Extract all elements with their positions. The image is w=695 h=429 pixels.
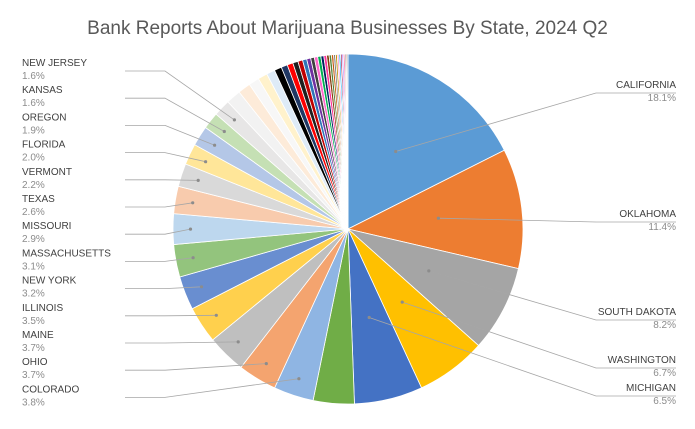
label-colorado: COLORADO <box>22 384 79 395</box>
leader-dot-florida <box>204 160 208 164</box>
leader-dot-oregon <box>213 143 217 147</box>
leader-line-washington <box>402 301 676 369</box>
leader-dot-texas <box>191 201 195 205</box>
leader-dot-ohio <box>264 362 268 366</box>
leader-dot-new-jersey <box>232 118 236 122</box>
leader-line-new-york <box>125 286 202 290</box>
slices-layer <box>172 53 524 405</box>
value-label-oregon: 1.9% <box>22 125 45 136</box>
leader-dot-california <box>394 149 398 154</box>
slice-california <box>347 53 505 230</box>
value-label-colorado: 3.8% <box>22 397 45 408</box>
value-label-florida: 2.0% <box>22 153 45 164</box>
value-label-maine: 3.7% <box>22 343 45 354</box>
leader-line-massachusetts <box>125 257 194 262</box>
leader-dot-washington <box>400 300 404 304</box>
label-oregon: OREGON <box>22 112 66 123</box>
value-label-new-york: 3.2% <box>22 289 45 300</box>
leader-line-california <box>395 92 676 152</box>
value-label-california: 18.1% <box>648 93 676 104</box>
label-texas: TEXAS <box>22 194 55 205</box>
leader-line-oklahoma <box>438 217 676 223</box>
leader-line-florida <box>125 152 206 163</box>
leader-line-south-dakota <box>428 270 676 321</box>
value-label-vermont: 2.2% <box>22 180 45 191</box>
label-south-dakota: SOUTH DAKOTA <box>598 307 676 318</box>
leader-dot-missouri <box>188 227 193 231</box>
value-label-massachusetts: 3.1% <box>22 261 45 272</box>
label-massachusetts: MASSACHUSETTS <box>22 248 111 259</box>
leader-line-texas <box>125 202 193 208</box>
leader-lines-layer <box>125 70 676 398</box>
leader-line-ohio <box>125 363 267 371</box>
leader-line-michigan <box>369 317 676 397</box>
label-new-york: NEW YORK <box>22 276 77 287</box>
label-kansas: KANSAS <box>22 85 63 96</box>
label-ohio: OHIO <box>22 357 48 368</box>
value-label-ohio: 3.7% <box>22 370 45 381</box>
value-label-south-dakota: 8.2% <box>653 320 676 331</box>
leader-dot-massachusetts <box>191 256 195 260</box>
label-new-jersey: NEW JERSEY <box>22 58 87 69</box>
value-label-michigan: 6.5% <box>653 396 676 407</box>
leader-dot-vermont <box>196 178 200 182</box>
leader-dot-kansas <box>222 129 226 134</box>
leader-line-illinois <box>125 314 217 317</box>
leader-dot-oklahoma <box>436 216 440 220</box>
leader-dot-colorado <box>297 377 301 381</box>
leader-line-missouri <box>125 228 191 235</box>
leader-line-colorado <box>125 378 299 398</box>
value-label-kansas: 1.6% <box>22 98 45 109</box>
label-maine: MAINE <box>22 330 54 341</box>
label-florida: FLORIDA <box>22 140 66 151</box>
labels-layer: CALIFORNIA 18.1% OKLAHOMA 11.4% SOUTH DAKOTA… <box>22 58 676 408</box>
value-label-illinois: 3.5% <box>22 316 45 327</box>
leader-dot-new-york <box>199 285 204 289</box>
value-label-texas: 2.6% <box>22 207 45 218</box>
label-missouri: MISSOURI <box>22 221 71 232</box>
chart-title: Bank Reports About Marijuana Businesses … <box>87 18 608 39</box>
leader-dot-south-dakota <box>427 269 431 273</box>
label-oklahoma: OKLAHOMA <box>619 209 676 220</box>
label-california: CALIFORNIA <box>616 80 676 91</box>
leader-line-vermont <box>125 179 199 181</box>
leader-dot-maine <box>236 340 240 344</box>
leader-line-oregon <box>125 125 215 146</box>
value-label-new-jersey: 1.6% <box>22 71 45 82</box>
value-label-missouri: 2.9% <box>22 234 45 245</box>
label-washington: WASHINGTON <box>608 355 676 366</box>
value-label-oklahoma: 11.4% <box>648 222 676 233</box>
label-vermont: VERMONT <box>22 167 72 178</box>
slice-49 <box>346 53 349 230</box>
leader-dot-illinois <box>214 313 218 317</box>
leader-line-new-jersey <box>125 70 235 121</box>
leader-line-kansas <box>125 97 225 132</box>
leader-line-maine <box>125 341 239 344</box>
leader-dot-michigan <box>367 315 371 320</box>
label-illinois: ILLINOIS <box>22 303 63 314</box>
label-michigan: MICHIGAN <box>626 383 676 394</box>
value-label-washington: 6.7% <box>653 368 676 379</box>
